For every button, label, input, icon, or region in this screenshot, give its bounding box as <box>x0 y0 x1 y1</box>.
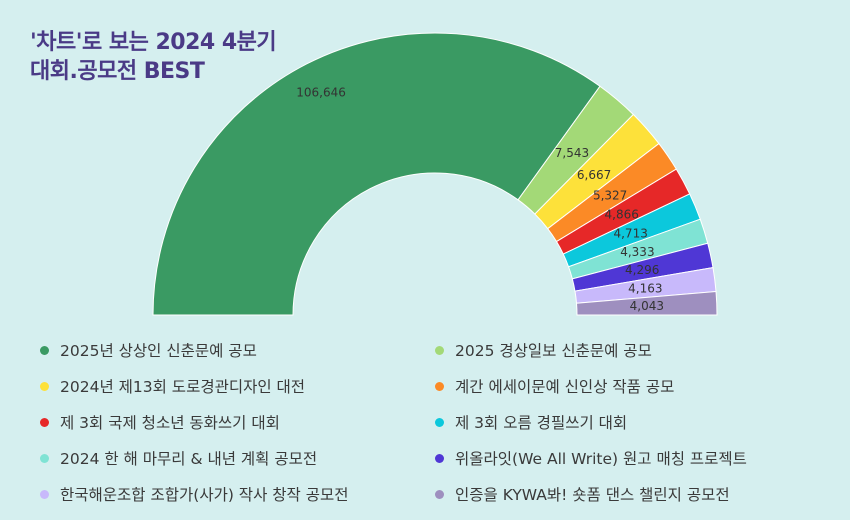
legend-label-8: 위올라잇(We All Write) 원고 매칭 프로젝트 <box>455 450 747 468</box>
legend-item-10: 인증을 KYWA봐! 숏폼 댄스 챌린지 공모전 <box>435 476 835 512</box>
legend-item-8: 위올라잇(We All Write) 원고 매칭 프로젝트 <box>435 440 835 476</box>
legend-swatch-3 <box>40 381 49 391</box>
legend-item-2: 2025 경상일보 신춘문예 공모 <box>435 332 835 368</box>
legend-label-6: 제 3회 오름 경필쓰기 대회 <box>455 414 628 432</box>
chart-title-line-1: '차트'로 보는 2024 4분기 <box>30 30 277 55</box>
slice-label-4: 5,327 <box>593 189 627 203</box>
legend-item-6: 제 3회 오름 경필쓰기 대회 <box>435 404 835 440</box>
legend-item-7: 2024 한 해 마무리 & 내년 계획 공모전 <box>40 440 435 476</box>
legend-label-2: 2025 경상일보 신춘문예 공모 <box>455 342 652 360</box>
slice-label-1: 106,646 <box>296 85 346 99</box>
legend-item-3: 2024년 제13회 도로경관디자인 대전 <box>40 368 435 404</box>
legend-label-10: 인증을 KYWA봐! 숏폼 댄스 챌린지 공모전 <box>455 486 730 504</box>
legend-swatch-7 <box>40 453 49 463</box>
half-donut-chart: 106,646 7,543 6,667 5,327 4,866 4,713 4,333 4,2… <box>152 32 718 316</box>
legend-label-9: 한국해운조합 조합가(사가) 작사 창작 공모전 <box>60 486 349 504</box>
legend-item-5: 제 3회 국제 청소년 동화쓰기 대회 <box>40 404 435 440</box>
chart-legend: 2025년 상상인 신춘문예 공모 2025 경상일보 신춘문예 공모 2024년 … <box>40 332 840 512</box>
legend-label-1: 2025년 상상인 신춘문예 공모 <box>60 342 257 360</box>
slice-label-3: 6,667 <box>577 168 611 182</box>
legend-label-4: 계간 에세이문예 신인상 작품 공모 <box>455 378 675 396</box>
slice-label-8: 4,296 <box>625 263 659 277</box>
legend-item-9: 한국해운조합 조합가(사가) 작사 창작 공모전 <box>40 476 435 512</box>
legend-label-3: 2024년 제13회 도로경관디자인 대전 <box>60 378 306 396</box>
slice-label-7: 4,333 <box>620 245 654 259</box>
legend-swatch-9 <box>40 489 49 499</box>
legend-item-4: 계간 에세이문예 신인상 작품 공모 <box>435 368 835 404</box>
chart-title: '차트'로 보는 2024 4분기 대회.공모전 BEST <box>30 28 277 86</box>
slice-label-5: 4,866 <box>605 208 639 222</box>
legend-swatch-6 <box>435 417 444 427</box>
chart-title-line-2: 대회.공모전 BEST <box>30 59 205 84</box>
legend-swatch-1 <box>40 345 49 355</box>
slice-1 <box>152 32 601 316</box>
legend-swatch-10 <box>435 489 444 499</box>
legend-swatch-8 <box>435 453 444 463</box>
slice-label-9: 4,163 <box>628 281 662 295</box>
slice-label-10: 4,043 <box>630 299 664 313</box>
legend-swatch-2 <box>435 345 444 355</box>
legend-label-7: 2024 한 해 마무리 & 내년 계획 공모전 <box>60 450 318 468</box>
legend-item-1: 2025년 상상인 신춘문예 공모 <box>40 332 435 368</box>
legend-label-5: 제 3회 국제 청소년 동화쓰기 대회 <box>60 414 280 432</box>
slice-10 <box>575 291 718 316</box>
slice-label-6: 4,713 <box>613 226 647 240</box>
legend-swatch-5 <box>40 417 49 427</box>
legend-swatch-4 <box>435 381 444 391</box>
slice-label-2: 7,543 <box>555 146 589 160</box>
